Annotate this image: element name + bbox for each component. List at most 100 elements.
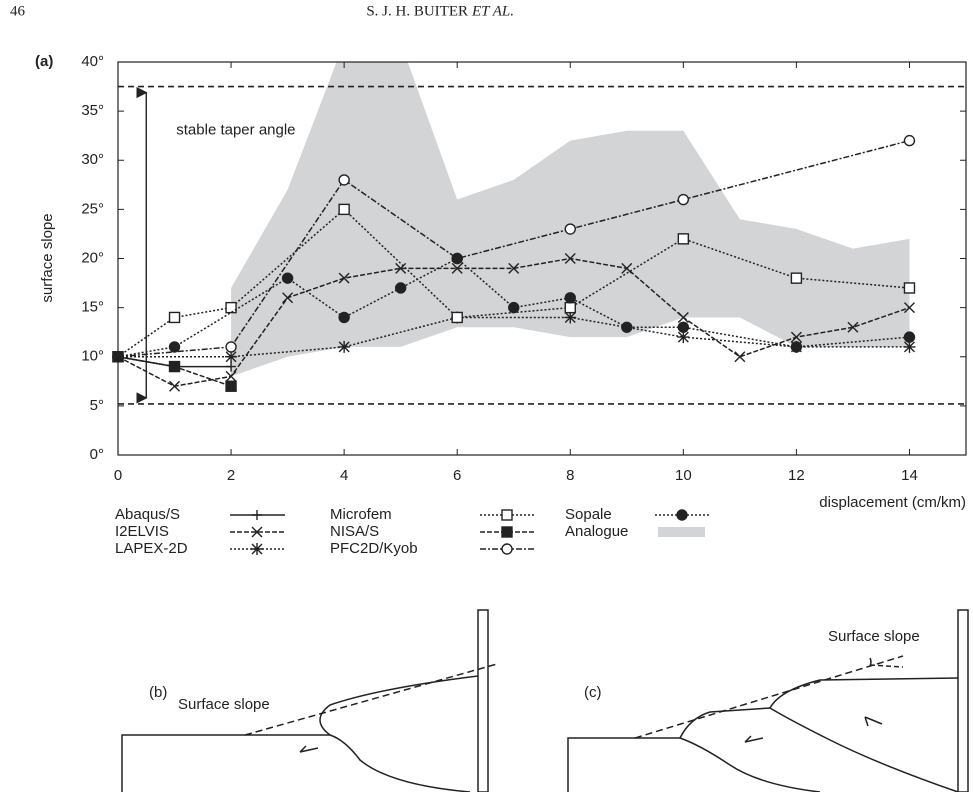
legend-label: Microfem (330, 506, 392, 523)
x-tick-label: 6 (453, 467, 461, 484)
legend-marker (251, 543, 263, 555)
marker (790, 341, 803, 353)
marker (169, 380, 181, 392)
legend-label: Analogue (565, 523, 628, 540)
marker (225, 370, 237, 382)
diagram-text: Surface slope (828, 628, 920, 645)
legend-marker (501, 526, 513, 538)
marker (225, 350, 238, 363)
marker (281, 272, 294, 284)
x-tick-label: 14 (901, 467, 918, 484)
x-tick-label: 8 (566, 467, 574, 484)
marker (226, 361, 237, 372)
marker (564, 223, 576, 235)
y-tick-label: 5° (90, 397, 104, 414)
legend-label: I2ELVIS (115, 523, 169, 540)
legend-marker (501, 543, 513, 555)
marker (451, 252, 463, 265)
marker (394, 282, 407, 294)
marker (451, 311, 463, 324)
marker (564, 311, 577, 324)
running-head-suffix: ET AL. (471, 3, 514, 19)
series (112, 252, 916, 363)
y-tick-label: 20° (81, 249, 104, 266)
marker (903, 134, 916, 147)
y-tick-label: 30° (81, 151, 104, 168)
x-tick-label: 0 (114, 467, 122, 484)
legend-label: PFC2D/Kyob (330, 540, 418, 557)
series-line (118, 316, 910, 358)
marker (451, 262, 463, 274)
marker (790, 331, 802, 343)
page-number: 46 (10, 3, 26, 19)
annotation: stable taper angle (176, 122, 295, 139)
legend-marker (251, 526, 263, 538)
legend-marker (252, 510, 262, 520)
marker (112, 351, 124, 363)
marker (338, 311, 350, 324)
marker (508, 301, 520, 314)
legend-marker (501, 509, 513, 521)
diagram-label: (b) (149, 684, 167, 701)
marker (847, 321, 859, 333)
marker (564, 292, 576, 304)
marker (564, 253, 576, 264)
y-tick-label: 10° (81, 348, 104, 365)
plot: 0° 5° 10° 15° 20° 25° 30° 35° 40° 0 2 4 6 8 10 12 14 stab… (81, 53, 967, 484)
marker (621, 321, 633, 333)
y-tick-label: 25° (81, 200, 104, 217)
marker (903, 340, 916, 353)
running-head: S. J. H. BUITER (366, 3, 468, 19)
analogue-band (231, 62, 910, 377)
x-tick-label: 2 (227, 467, 235, 484)
marker (338, 340, 351, 353)
diagram-label: (c) (584, 684, 602, 701)
y-tick-label: 35° (81, 102, 104, 119)
marker (338, 203, 350, 216)
x-tick-label: 10 (675, 467, 692, 484)
y-axis-label: surface slope (39, 213, 56, 302)
diagram-b (121, 609, 498, 793)
marker (168, 311, 181, 324)
marker (677, 311, 689, 323)
marker (225, 341, 237, 353)
marker (790, 272, 803, 284)
diagram-text: Surface slope (178, 696, 270, 713)
legend-marker (676, 509, 688, 521)
marker (395, 262, 407, 274)
marker (903, 282, 916, 294)
plot-clip (231, 62, 910, 377)
series-line (117, 257, 910, 358)
legend-swatch (658, 527, 705, 537)
marker (168, 360, 181, 373)
marker (338, 272, 350, 284)
marker (903, 331, 916, 343)
legend-label: LAPEX-2D (115, 540, 188, 557)
marker (225, 301, 237, 314)
marker (508, 262, 520, 274)
marker (282, 292, 294, 304)
marker (677, 331, 690, 344)
marker (168, 341, 181, 353)
marker (677, 321, 690, 333)
marker (677, 233, 690, 245)
marker (621, 262, 633, 274)
marker (564, 301, 576, 314)
y-tick-label: 0° (90, 446, 104, 463)
x-tick-label: 4 (340, 467, 348, 484)
marker (677, 193, 690, 206)
legend-label: Sopale (565, 506, 612, 523)
panel-label: (a) (35, 53, 53, 70)
x-axis-label: displacement (cm/km) (819, 494, 966, 511)
marker (734, 351, 746, 363)
y-tick-label: 15° (81, 299, 104, 316)
marker (225, 380, 237, 392)
legend-label: NISA/S (330, 523, 379, 540)
legend-label: Abaqus/S (115, 506, 180, 523)
marker (338, 174, 350, 186)
y-tick-label: 40° (81, 53, 104, 70)
marker (903, 302, 915, 314)
x-tick-label: 12 (788, 467, 805, 484)
